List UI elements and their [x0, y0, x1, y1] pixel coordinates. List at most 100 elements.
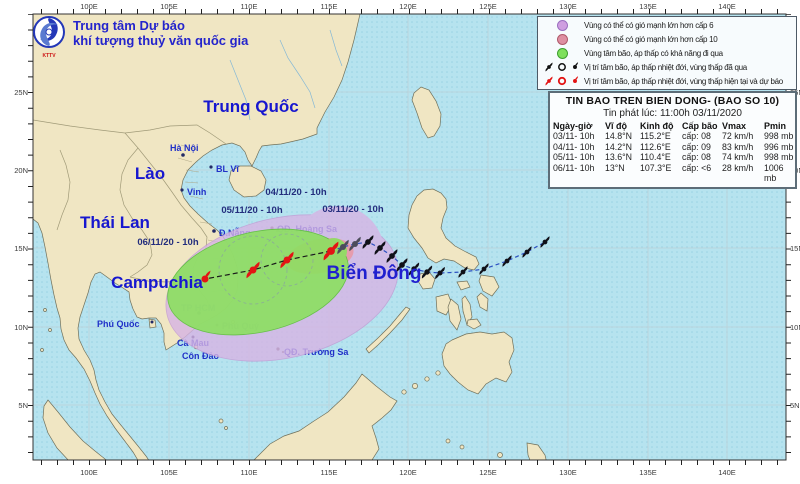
city-label-hanoi: Hà Nội — [170, 143, 199, 153]
island-small — [497, 452, 503, 458]
landmасses — [33, 14, 547, 460]
bulletin-cell: cấp: 08 — [682, 152, 711, 162]
sea-label-east-sea: Biển Đông — [327, 263, 422, 284]
bulletin-cell: 03/11- 10h — [553, 131, 595, 141]
bulletin-cell: 107.3°E — [640, 162, 672, 173]
agency-name-line2: khí tượng thuỷ văn quốc gia — [73, 33, 249, 48]
legend-label: Vị trí tâm bão, áp thấp nhiệt đới, vùng … — [584, 62, 747, 72]
lat-label: 10N — [14, 323, 28, 332]
island-sulu — [424, 376, 430, 382]
lon-label: 125E — [479, 2, 497, 11]
lat-label: 25N — [14, 88, 28, 97]
bulletin-title: TIN BAO TREN BIEN DONG- (BAO SO 10) — [565, 95, 780, 107]
axis-ticks — [28, 9, 791, 465]
lat-label: 5N — [18, 401, 28, 410]
city-label-vinh: Vinh — [187, 187, 206, 197]
country-label-china: Trung Quốc — [203, 97, 298, 116]
bulletin-cell: 74 km/h — [722, 152, 754, 162]
past-symbols-icon — [545, 62, 579, 72]
lon-label: 140E — [718, 2, 736, 11]
agency-logo: KTTV — [31, 15, 67, 59]
country-labels: Trung Quốc Lào Thái Lan Campuchia Biển Đ… — [80, 97, 421, 292]
city-label-con-dao: Côn Đảo — [182, 351, 220, 361]
island-natuna — [218, 418, 224, 424]
city-label-blvi: BL Vĩ — [216, 164, 239, 174]
column-header: Kinh độ — [640, 121, 674, 131]
island-bohol — [466, 318, 482, 330]
column-header: Ngày-giờ — [553, 121, 593, 131]
probability-circle — [260, 233, 314, 287]
column-header: Cấp bão — [682, 121, 718, 131]
bulletin-cell: 83 km/h — [722, 141, 754, 152]
island-natuna — [224, 426, 228, 430]
island-sumatra — [42, 399, 108, 460]
bulletin-table: Ngày-giờ Vĩ độ Kinh độ Cấp bão Vmax Pmin… — [550, 121, 795, 184]
zone-center-swatch-icon — [556, 47, 568, 59]
forecast-symbols-icon — [545, 76, 579, 86]
legend-label: Vùng tâm bão, áp thấp có khả năng đi qua — [584, 48, 723, 58]
agency-logo-icon — [33, 16, 65, 48]
lon-label: 140E — [718, 468, 736, 477]
zone-cap10-swatch-icon — [556, 34, 568, 46]
island-mergui — [43, 308, 47, 312]
country-label-thailand: Thái Lan — [80, 213, 150, 232]
waypoint-labels: 03/11/20 - 10h 04/11/20 - 10h 05/11/20 -… — [137, 187, 383, 248]
legend-item-cap10: Vùng có thể có gió mạnh lớn hơn cấp 10 — [540, 33, 796, 47]
longitude-labels-top: 100E 105E 110E 115E 120E 125E 130E 135E … — [80, 2, 736, 11]
island-taiwan — [411, 86, 442, 139]
lon-label: 100E — [80, 2, 98, 11]
bulletin-cell: 72 km/h — [722, 131, 754, 141]
latitude-labels-left: 25N 20N 15N 10N 5N — [14, 88, 28, 410]
city-dot-phu-quoc — [150, 320, 154, 324]
bulletin-cell: 1006 mb — [764, 162, 784, 184]
bulletin-cell: 14.2°N — [605, 141, 632, 152]
storm-bulletin-box: TIN BAO TREN BIEN DONG- (BAO SO 10) Tin … — [548, 91, 797, 189]
bulletin-cell: 998 mb — [764, 152, 794, 162]
city-label-truong-sa: QĐ. Trường Sa — [284, 347, 349, 357]
bulletin-cell: 110.4°E — [640, 152, 671, 162]
island-mergui — [40, 348, 44, 352]
legend-item-past: Vị trí tâm bão, áp thấp nhiệt đới, vùng … — [540, 60, 796, 74]
column-header: Vĩ độ — [605, 121, 627, 131]
lon-label: 130E — [559, 468, 577, 477]
waypoint-label: 05/11/20 - 10h — [221, 205, 282, 216]
legend-label: Vị trí tâm bão, áp thấp nhiệt đới, vùng … — [584, 76, 783, 86]
island-mindanao — [441, 331, 515, 395]
column-header: Pmin — [764, 121, 787, 131]
probability-circle — [218, 235, 288, 305]
country-label-laos: Lào — [135, 164, 165, 183]
lon-label: 120E — [399, 468, 417, 477]
island-mergui — [48, 328, 52, 332]
bulletin-cell: 112.6°E — [640, 141, 671, 152]
bulletin-cell: 996 mb — [764, 141, 794, 152]
bulletin-cell: cấp: 09 — [682, 141, 711, 152]
lon-label: 115E — [321, 468, 338, 477]
lon-label: 125E — [479, 468, 497, 477]
island-luzon — [407, 188, 480, 271]
legend-item-forecast: Vị trí tâm bão, áp thấp nhiệt đới, vùng … — [540, 74, 796, 88]
legend-label: Vùng có thể có gió mạnh lớn hơn cấp 10 — [584, 35, 718, 45]
island-leyte — [476, 292, 489, 312]
lon-label: 110E — [241, 2, 258, 11]
waypoint-label: 04/11/20 - 10h — [265, 187, 326, 198]
lon-label: 105E — [160, 2, 178, 11]
island-small — [445, 438, 451, 444]
legend-label: Vùng có thể có gió mạnh lớn hơn cấp 6 — [584, 21, 714, 31]
lon-label: 100E — [80, 468, 98, 477]
bulletin-cell: 06/11- 10h — [553, 162, 595, 173]
waypoint-label: 06/11/20 - 10h — [137, 237, 198, 248]
lon-label: 115E — [321, 2, 338, 11]
lon-label: 105E — [160, 468, 178, 477]
rivers — [229, 29, 343, 121]
city-label-phu-quoc: Phú Quốc — [97, 319, 140, 329]
city-dot-hanoi — [181, 153, 185, 157]
legend-box: Vùng có thể có gió mạnh lớn hơn cấp 6 Vù… — [537, 16, 797, 90]
bulletin-cell: 14.8°N — [605, 131, 632, 141]
island-small — [459, 444, 465, 450]
city-dot-danang — [212, 229, 216, 233]
zone-cap6-swatch-icon — [556, 20, 568, 32]
legend-item-center: Vùng tâm bão, áp thấp có khả năng đi qua — [540, 47, 796, 61]
city-dot-vinh — [180, 188, 184, 192]
bulletin-cell: cấp: <6 — [682, 162, 712, 173]
